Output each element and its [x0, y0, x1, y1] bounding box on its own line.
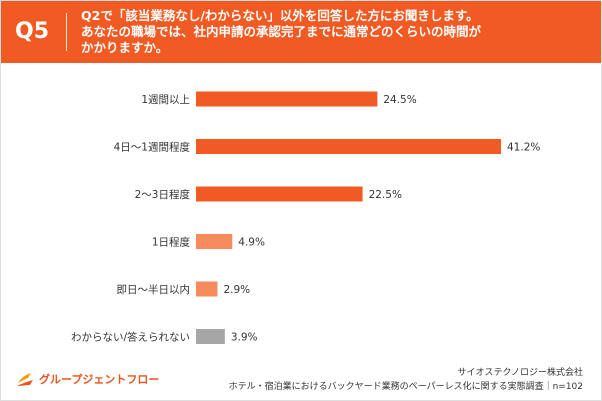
question-line: かかりますか。	[81, 40, 169, 55]
category-label: わからない/答えられない	[71, 331, 190, 344]
category-label: 4日〜1週間程度	[114, 141, 191, 154]
logo-text: グループジェントフロー	[39, 373, 160, 386]
value-label: 3.9%	[231, 332, 258, 344]
bar	[196, 234, 233, 249]
bar	[196, 91, 378, 107]
value-label: 4.9%	[238, 237, 265, 249]
survey-source: ホテル・宿泊業におけるバックヤード業務のペーパーレス化に関する実態調査｜n=10…	[228, 382, 583, 392]
question-text: Q2で「該当業務なし/わからない」以外を回答した方にお聞きします。 あなたの職場…	[81, 8, 586, 56]
bar	[196, 139, 501, 154]
flow-logo-icon	[17, 373, 33, 386]
category-label: 2〜3日程度	[135, 188, 191, 201]
bar	[196, 186, 363, 202]
category-label: 1日程度	[152, 236, 191, 249]
value-label: 24.5%	[383, 94, 416, 106]
value-label: 2.9%	[223, 284, 250, 296]
category-label: 即日〜半日以内	[117, 283, 191, 296]
question-line: Q2で「該当業務なし/わからない」以外を回答した方にお聞きします。	[81, 8, 479, 23]
question-header: Q5 Q2で「該当業務なし/わからない」以外を回答した方にお聞きします。 あなた…	[1, 1, 601, 63]
value-label: 41.2%	[507, 142, 540, 154]
header-divider	[66, 13, 67, 51]
question-number: Q5	[15, 19, 50, 44]
bar	[196, 329, 225, 344]
value-label: 22.5%	[369, 189, 402, 201]
bar	[196, 281, 218, 297]
category-label: 1週間以上	[141, 94, 190, 106]
question-line: あなたの職場では、社内申請の承認完了までに通常どのくらいの時間が	[81, 24, 482, 39]
bar-chart: 1週間以上 4日〜1週間程度 2〜3日程度 1日程度即日〜半日以内わからない/答えられ…	[71, 91, 540, 344]
brand-logo: グループジェントフロー	[15, 367, 159, 391]
company-name: サイオステクノロジー株式会社	[457, 368, 583, 378]
